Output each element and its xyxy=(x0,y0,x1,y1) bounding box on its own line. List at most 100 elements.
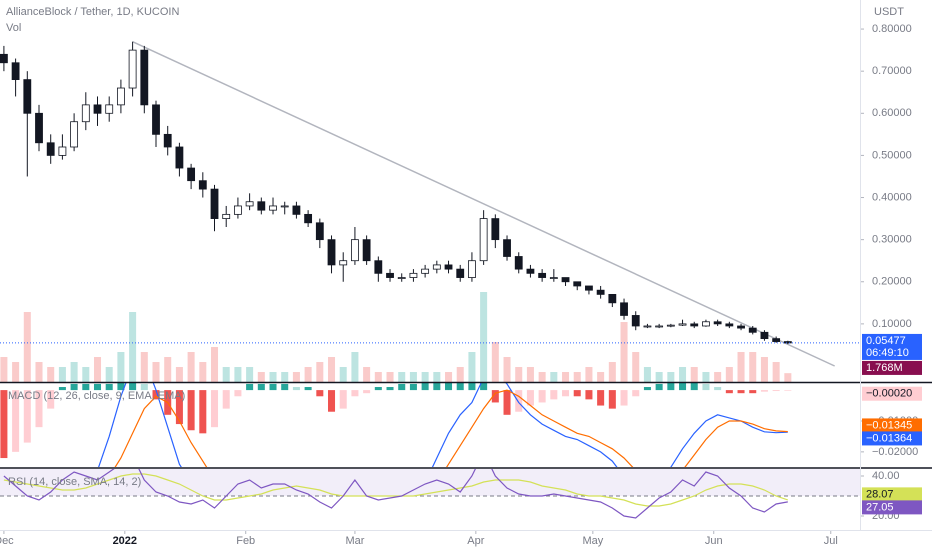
candle-body xyxy=(152,104,160,135)
candle-body xyxy=(351,239,359,262)
candle-body xyxy=(93,104,102,114)
macd-histogram-bar xyxy=(772,390,780,392)
candle-body xyxy=(397,277,406,279)
candle-body xyxy=(292,205,301,215)
axis-value-label: −0.01345 xyxy=(866,419,912,431)
macd-histogram-bar xyxy=(445,383,453,391)
candle-body xyxy=(479,218,488,262)
y-tick-label: 0.70000 xyxy=(872,65,912,77)
y-tick-label: 0.50000 xyxy=(872,149,912,161)
volume-bar xyxy=(655,372,663,382)
candle-body xyxy=(234,205,242,215)
candle-body xyxy=(257,201,266,211)
macd-histogram-bar xyxy=(93,383,102,391)
volume-bar xyxy=(246,367,254,382)
volume-title: Vol xyxy=(6,22,21,34)
macd-histogram-bar xyxy=(749,390,757,394)
macd-histogram-bar xyxy=(597,390,605,406)
rsi-title: RSI (14, close, SMA, 14, 2) xyxy=(8,476,141,488)
volume-bar xyxy=(374,372,382,382)
volume-bar xyxy=(363,367,371,382)
volume-bar xyxy=(187,352,195,382)
volume-bar xyxy=(409,372,417,382)
volume-bar xyxy=(620,322,628,382)
candle-body xyxy=(666,324,675,327)
macd-histogram-bar xyxy=(234,390,242,397)
macd-histogram-bar xyxy=(421,383,429,391)
volume-bar xyxy=(491,342,499,382)
macd-histogram-bar xyxy=(328,390,336,412)
volume-bar xyxy=(468,352,476,382)
macd-histogram-bar xyxy=(538,390,546,403)
candle-body xyxy=(678,323,687,326)
candle-body xyxy=(737,325,745,329)
candle-body xyxy=(549,277,558,279)
macd-histogram-bar xyxy=(211,390,219,428)
macd-histogram-bar xyxy=(480,383,488,391)
candle-body xyxy=(596,289,605,295)
macd-histogram-bar xyxy=(573,390,581,397)
candle-body xyxy=(643,325,652,328)
candle-body xyxy=(362,239,371,262)
y-tick-label: 40.00 xyxy=(872,470,900,482)
volume-bar xyxy=(679,367,687,382)
axis-value-label: −0.00020 xyxy=(866,388,912,400)
macd-histogram-bar xyxy=(70,383,78,391)
volume-bar xyxy=(105,367,113,382)
macd-histogram-bar xyxy=(608,390,616,409)
macd-histogram-bar xyxy=(456,383,464,391)
price-label-bg xyxy=(862,333,922,360)
macd-histogram-bar xyxy=(199,390,207,434)
y-tick-label: −0.02000 xyxy=(872,446,918,458)
macd-histogram-bar xyxy=(620,390,628,406)
volume-bar xyxy=(211,347,219,382)
candle-body xyxy=(210,188,219,219)
macd-histogram-bar xyxy=(35,390,43,428)
candle-body xyxy=(409,272,418,278)
macd-histogram-bar xyxy=(339,390,347,409)
macd-histogram-bar xyxy=(363,390,371,394)
macd-histogram-bar xyxy=(550,390,558,400)
volume-bar xyxy=(526,367,534,382)
volume-bar xyxy=(597,372,605,382)
macd-histogram-bar xyxy=(398,383,406,391)
volume-bar xyxy=(281,372,289,382)
candle-body xyxy=(561,277,570,283)
candle-body xyxy=(608,293,617,304)
volume-bar xyxy=(480,292,488,382)
volume-bar xyxy=(456,367,464,382)
volume-bar xyxy=(573,372,581,382)
volume-bar xyxy=(93,357,102,382)
macd-histogram-bar xyxy=(82,383,90,391)
candle-body xyxy=(772,338,781,342)
y-tick-label: 0.40000 xyxy=(872,191,912,203)
axis-value-label: 27.05 xyxy=(866,501,894,513)
volume-bar xyxy=(175,367,183,382)
x-tick-label: May xyxy=(582,535,603,547)
volume-bar xyxy=(140,352,148,382)
volume-bar xyxy=(433,372,441,382)
volume-bar xyxy=(351,352,359,382)
y-tick-label: 0.80000 xyxy=(872,23,912,35)
candle-body xyxy=(315,222,324,241)
volume-bar xyxy=(222,367,230,382)
volume-bar xyxy=(690,367,698,382)
candle-body xyxy=(725,323,734,327)
macd-histogram-bar xyxy=(351,390,359,397)
indicator-line xyxy=(114,389,788,467)
volume-bar xyxy=(12,362,20,382)
candle-body xyxy=(655,325,664,328)
volume-bar xyxy=(82,367,90,382)
candle-body xyxy=(374,260,383,274)
axis-value-label-bg xyxy=(862,500,922,515)
macd-histogram-bar xyxy=(292,387,300,391)
candle-body xyxy=(269,205,277,211)
volume-bar xyxy=(199,362,207,382)
volume-bar xyxy=(643,367,651,382)
macd-histogram-bar xyxy=(140,383,148,391)
macd-histogram-bar xyxy=(409,383,417,391)
candle-body xyxy=(105,104,114,114)
macd-histogram-bar xyxy=(679,383,687,391)
volume-bar xyxy=(725,367,733,382)
